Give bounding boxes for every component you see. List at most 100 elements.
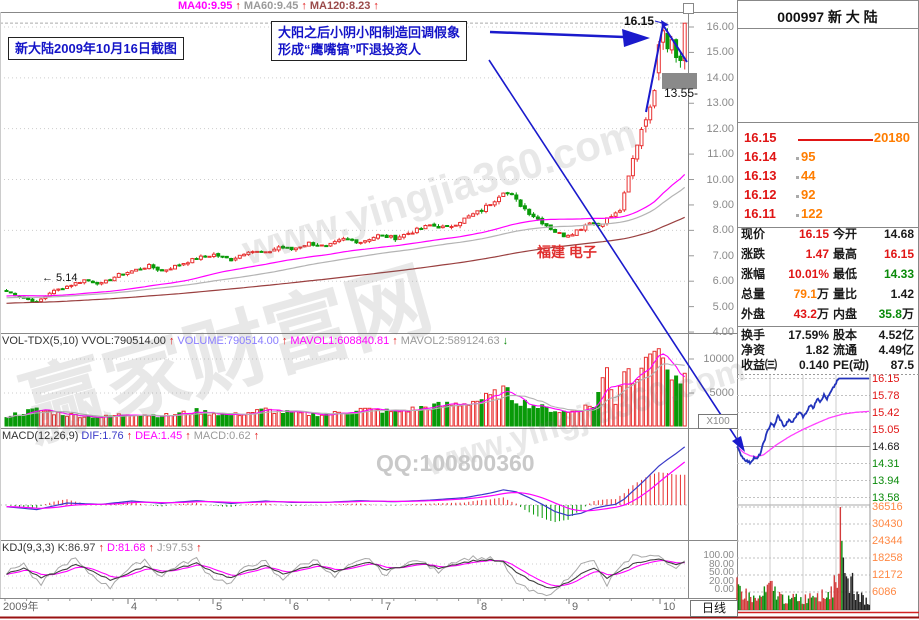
period-selector[interactable]: 日线 [690,600,738,617]
indicator-header-segment: DEA:1.45 [135,430,183,442]
minichart-price-label: 14.68 [872,440,900,453]
minichart-price-label: 15.05 [872,423,900,436]
stat-label: 最高 [833,247,858,261]
minichart-volume-label: 36516 [872,501,903,513]
stat-value: 35.8万 [862,307,914,322]
kdj-axis-label: 50.00 [708,567,734,578]
stat-value: 1.42 [862,287,914,302]
maximize-icon[interactable] [683,3,694,14]
order-book-size: 92 [801,187,816,202]
indicator-header-segment: MACD(12,26,9) [2,430,79,442]
kdj-axis-label: 100.00 [703,550,734,561]
stat-value: 43.2万 [775,307,829,322]
order-book-tick [796,195,799,198]
order-book-size: 95 [801,149,816,164]
price-axis-label: 14.00 [706,71,734,84]
kdj-axis-label: 80.00 [708,558,734,570]
stat-value-number: 1.82 [805,343,829,357]
indicator-header-segment: ↑ [185,430,191,442]
stat-value-number: 17.59% [788,328,829,342]
indicator-header-segment: ↑ [148,542,155,554]
price-axis-label: 9.00 [712,198,734,211]
indicator-header-segment: MA120:8.23 [309,0,371,12]
indicator-header-segment: ↑ [281,335,288,347]
stat-label: 量比 [833,287,858,301]
stat-value-number: 16.15 [883,247,914,261]
minichart-volume-label: 30430 [872,518,903,530]
indicator-header-segment: ↑ [196,542,202,554]
minichart-price-label: 13.58 [872,491,900,504]
stat-value: 4.49亿 [862,343,914,358]
indicator-header-segment: MA40:9.95 [178,0,233,12]
indicator-header-segment: MAVOL2:589124.63 [400,335,500,347]
stat-value: 0.140 [775,358,829,373]
minichart-volume-label: 12172 [872,569,903,581]
stat-value: 4.52亿 [862,328,914,343]
stat-label: 收益㈢ [741,358,778,372]
minichart-volume-label: 24344 [872,535,903,547]
stat-value-number: 14.33 [883,267,914,281]
price-axis-label: 10.00 [706,173,734,186]
stat-value-number: 43.2 [793,307,817,321]
stat-value-number: 4.49 [878,343,902,357]
stat-label: 涨跌 [741,247,766,261]
x-axis-month-label: 8 [481,601,488,613]
stat-value-number: 79.1 [793,287,817,301]
minichart-price-label: 15.78 [872,389,900,402]
stat-label: PE(动) [833,358,870,372]
screenshot-label: 新大陆2009年10月16日截图 [15,41,177,56]
stat-value: 87.5 [862,358,914,373]
stat-label: 总量 [741,287,766,301]
stat-value-unit: 亿 [901,328,914,342]
price-axis-label: 8.00 [712,224,734,237]
gap-price-label: 13.55- [664,86,699,100]
callout-box: 大阳之后小阴小阳制造回调假象 形成“鹰嘴镐”吓退投资人 [271,21,468,61]
stat-value-number: 0.140 [798,358,829,372]
volume-axis-label: 5000 [709,387,734,399]
order-book-price: 16.11 [744,206,776,221]
volume-unit-box: X100 [698,414,738,429]
indicator-header-segment: DIF:1.76 [81,430,124,442]
stat-label: 现价 [741,227,766,241]
x-axis-year-label: 2009年 [3,601,39,613]
low-price-label: ← 5.14 [42,272,78,284]
stat-label: 外盘 [741,307,766,321]
stat-value: 14.33 [862,267,914,282]
watermark-qq: QQ:100800360 [376,450,535,476]
stat-value-number: 4.52 [878,328,902,342]
x-axis-month-label: 6 [293,601,300,613]
order-book-size: 44 [801,168,816,183]
order-book-tick [796,157,799,160]
stat-label: 换手 [741,328,766,342]
order-book-tick [796,176,799,179]
indicator-header-segment: ↑ [373,0,379,12]
price-axis-label: 15.00 [706,46,734,59]
stat-label: 涨幅 [741,267,766,281]
x-axis-month-label: 4 [131,601,138,613]
order-book-size: 20180 [873,130,910,145]
order-book-price: 16.12 [744,187,777,202]
x-axis-month-label: 9 [572,601,579,613]
stat-value: 1.82 [775,343,829,358]
stat-value-number: 16.15 [798,227,829,241]
indicator-header-segment: MAVOL1:608840.81 [290,335,390,347]
x-axis-month-label: 7 [385,601,392,613]
stat-value: 14.68 [862,227,914,242]
x-axis-month-label: 10 [663,601,676,613]
stat-value: 17.59% [775,328,829,343]
stat-value-unit: 亿 [901,343,914,357]
stat-value-unit: 万 [816,287,829,301]
callout-line2: 形成“鹰嘴镐”吓退投资人 [278,42,422,57]
stat-value-unit: 万 [816,307,829,321]
callout-line1: 大阳之后小阴小阳制造回调假象 [278,25,461,40]
kdj-indicator-header: KDJ(9,3,3) K:86.97 ↑ D:81.68 ↑ J:97.53 ↑ [2,542,205,554]
stat-label: 今开 [833,227,858,241]
minichart-price-label: 13.94 [872,474,900,487]
ma-indicator-header: MA40:9.95 ↑ MA60:9.45 ↑ MA120:8.23 ↑ [178,0,382,12]
indicator-header-segment: ↑ [301,0,307,12]
indicator-header-segment: ↑ [392,335,398,347]
indicator-header-segment: ↑ [98,542,105,554]
stat-value-number: 1.42 [890,287,914,301]
